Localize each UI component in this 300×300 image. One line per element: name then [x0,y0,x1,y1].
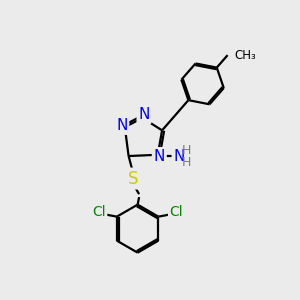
Text: S: S [128,169,138,188]
Text: Cl: Cl [169,206,183,219]
Text: N: N [138,107,150,122]
Text: N: N [154,149,165,164]
Text: H: H [182,156,192,169]
Text: Cl: Cl [92,206,106,219]
Text: CH₃: CH₃ [234,49,256,62]
Text: N: N [116,118,128,133]
Text: H: H [182,144,192,158]
Text: N: N [173,149,184,164]
